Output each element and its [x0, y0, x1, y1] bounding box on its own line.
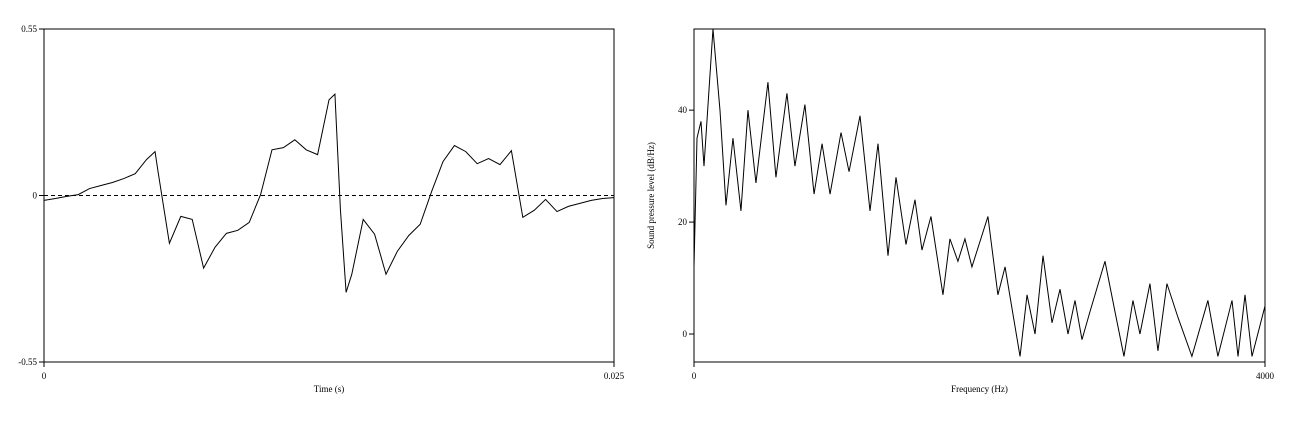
x-axis-title: Time (s) — [314, 384, 344, 394]
y-tick-label: 20 — [678, 217, 688, 227]
x-tick-label: 4000 — [1256, 371, 1275, 381]
data-line — [693, 28, 1266, 359]
y-tick-label: -0.55 — [18, 357, 37, 367]
plot-frame — [693, 28, 1266, 363]
y-tick-label: 0 — [33, 191, 38, 201]
y-tick-label: 0.55 — [21, 24, 37, 34]
x-tick-label: 0 — [42, 371, 47, 381]
x-axis-title: Frequency (Hz) — [951, 384, 1008, 394]
y-axis-title: Sound pressure level (dB/Hz) — [646, 142, 656, 249]
x-tick-label: 0.025 — [604, 371, 625, 381]
x-tick-label: 0 — [692, 371, 697, 381]
y-tick-label: 0 — [683, 329, 688, 339]
y-tick-label: 40 — [678, 105, 688, 115]
data-line — [43, 92, 615, 293]
